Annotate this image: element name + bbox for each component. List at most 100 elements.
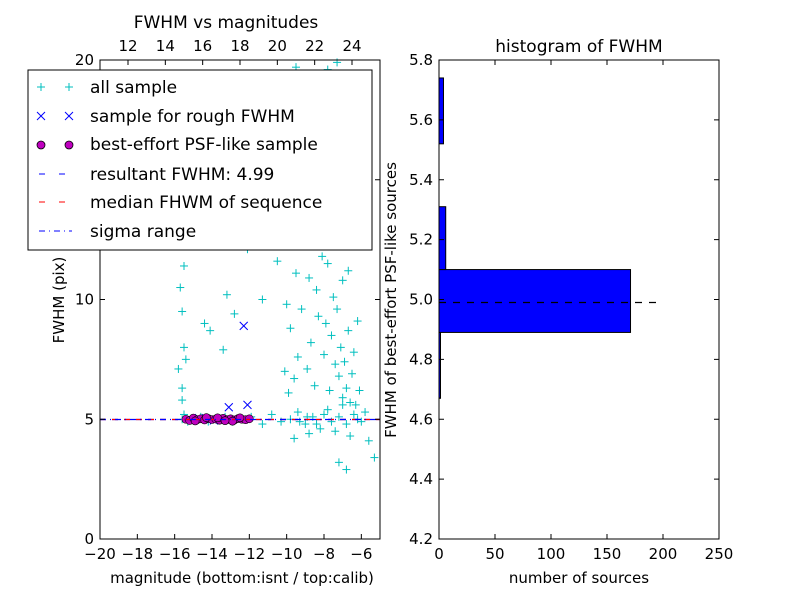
all-sample-point: [297, 305, 306, 314]
legend-label-sigma-range: sigma range: [90, 222, 196, 242]
all-sample-point: [293, 352, 302, 361]
x-tick-label: −10: [271, 545, 303, 563]
hist-x-tick-label: 50: [485, 545, 504, 563]
legend-label-rough-fwhm: sample for rough FWHM: [90, 107, 295, 127]
legend-box: [27, 69, 373, 251]
all-sample-point: [338, 393, 347, 402]
hist-y-tick-label: 5.0: [409, 291, 433, 309]
all-sample-point: [312, 420, 321, 429]
all-sample-point: [364, 436, 373, 445]
all-sample-point: [280, 367, 289, 376]
all-sample-point: [303, 364, 312, 373]
all-sample-point: [293, 408, 302, 417]
all-sample-point: [334, 458, 343, 467]
y-tick-label: 20: [75, 51, 94, 69]
histogram-ylabel: FWHM of best-effort PSF-like sources: [382, 162, 400, 438]
hist-y-tick-label: 5.4: [409, 171, 433, 189]
legend-label-resultant-fwhm: resultant FWHM: 4.99: [90, 165, 274, 185]
all-sample-point: [361, 408, 370, 417]
legend-entry-median-fwhm: median FHWM of sequence: [39, 193, 322, 213]
all-sample-point: [181, 355, 190, 364]
all-sample-point: [342, 420, 351, 429]
hist-y-tick-label: 4.4: [409, 470, 433, 488]
all-sample-point: [338, 400, 347, 409]
all-sample-point: [353, 317, 362, 326]
x-tick-label: −14: [196, 545, 228, 563]
psf-like-point: [213, 413, 222, 423]
top-x-tick-label: 24: [342, 37, 361, 55]
all-sample-point: [342, 465, 351, 474]
all-sample-point: [267, 410, 276, 419]
hist-y-tick-label: 4.6: [409, 410, 433, 428]
scatter-xlabel: magnitude (bottom:isnt / top:calib): [110, 569, 374, 587]
legend: all sample sample for rough FWHM best-ef…: [27, 69, 373, 251]
legend-marker-circle: [36, 140, 74, 150]
all-sample-point: [286, 324, 295, 333]
all-sample-point: [355, 386, 364, 395]
legend-marker-plus: [37, 83, 73, 91]
all-sample-point: [344, 266, 353, 275]
all-sample-point: [334, 412, 343, 421]
all-sample-point: [176, 283, 185, 292]
y-tick-label: 10: [75, 291, 94, 309]
x-tick-label: −6: [350, 545, 372, 563]
all-sample-point: [290, 434, 299, 443]
legend-entry-resultant-fwhm: resultant FWHM: 4.99: [39, 165, 274, 185]
all-sample-point: [327, 331, 336, 340]
all-sample-point: [333, 305, 342, 314]
scatter-panel: FWHM vs magnitudes −20 −18 −16 −14 −12 −10 −8−…: [27, 13, 381, 587]
all-sample-point: [200, 319, 209, 328]
all-sample-point: [316, 424, 325, 433]
all-sample-point: [178, 307, 187, 316]
legend-entry-all-sample: all sample: [37, 78, 177, 98]
psf-like-point: [190, 416, 200, 426]
hist-y-tick-label: 5.2: [409, 231, 433, 249]
all-sample-point: [273, 257, 282, 266]
top-x-tick-label: 18: [230, 37, 249, 55]
psf-like-point: [220, 416, 230, 425]
all-sample-point: [344, 326, 353, 335]
all-sample-point: [336, 343, 345, 352]
all-sample-point: [342, 384, 351, 393]
scatter-ylabel: FWHM (pix): [50, 257, 68, 344]
all-sample-point: [305, 273, 314, 282]
all-sample-point: [306, 338, 315, 347]
x-tick-label: −12: [234, 545, 266, 563]
all-sample-point: [318, 252, 327, 261]
all-sample-point: [320, 410, 328, 419]
hist-y-tick-label: 4.2: [409, 530, 433, 548]
scatter-title: FWHM vs magnitudes: [134, 13, 319, 33]
all-sample-point: [180, 261, 188, 270]
all-sample-point: [301, 420, 310, 429]
histogram-bar: [438, 77, 444, 145]
all-sample-point: [310, 381, 319, 390]
all-sample-point: [282, 300, 291, 309]
all-sample-point: [222, 290, 231, 299]
histogram-bar: [438, 206, 447, 271]
legend-marker-x: [36, 111, 74, 121]
x-tick-label: −16: [159, 545, 191, 563]
all-sample-point: [340, 357, 349, 366]
top-x-tick-label: 14: [156, 37, 175, 55]
top-x-tick-label: 12: [118, 37, 137, 55]
all-sample-point: [284, 388, 293, 397]
all-sample-point: [178, 396, 187, 405]
all-sample-point: [305, 429, 314, 438]
y-tick-label: 5: [84, 410, 94, 428]
hist-y-tick-label: 5.8: [409, 51, 433, 69]
legend-label-median-fwhm: median FHWM of sequence: [90, 193, 322, 213]
histogram-panel: histogram of FWHM 0 50 100 150 200 250 4.2 4.4 4…: [382, 37, 733, 587]
rough-fwhm-point: [243, 400, 252, 410]
hist-x-tick-label: 100: [537, 545, 566, 563]
all-sample-point: [346, 432, 355, 441]
x-tick-label: −20: [84, 545, 116, 563]
all-sample-point: [351, 400, 360, 409]
all-sample-point: [349, 410, 358, 419]
all-sample-point: [258, 420, 267, 429]
all-sample-point: [180, 343, 188, 352]
top-x-tick-label: 16: [193, 37, 212, 55]
x-tick-label: −18: [122, 545, 154, 563]
legend-label-all-sample: all sample: [90, 78, 177, 98]
histogram-bar: [438, 269, 632, 333]
